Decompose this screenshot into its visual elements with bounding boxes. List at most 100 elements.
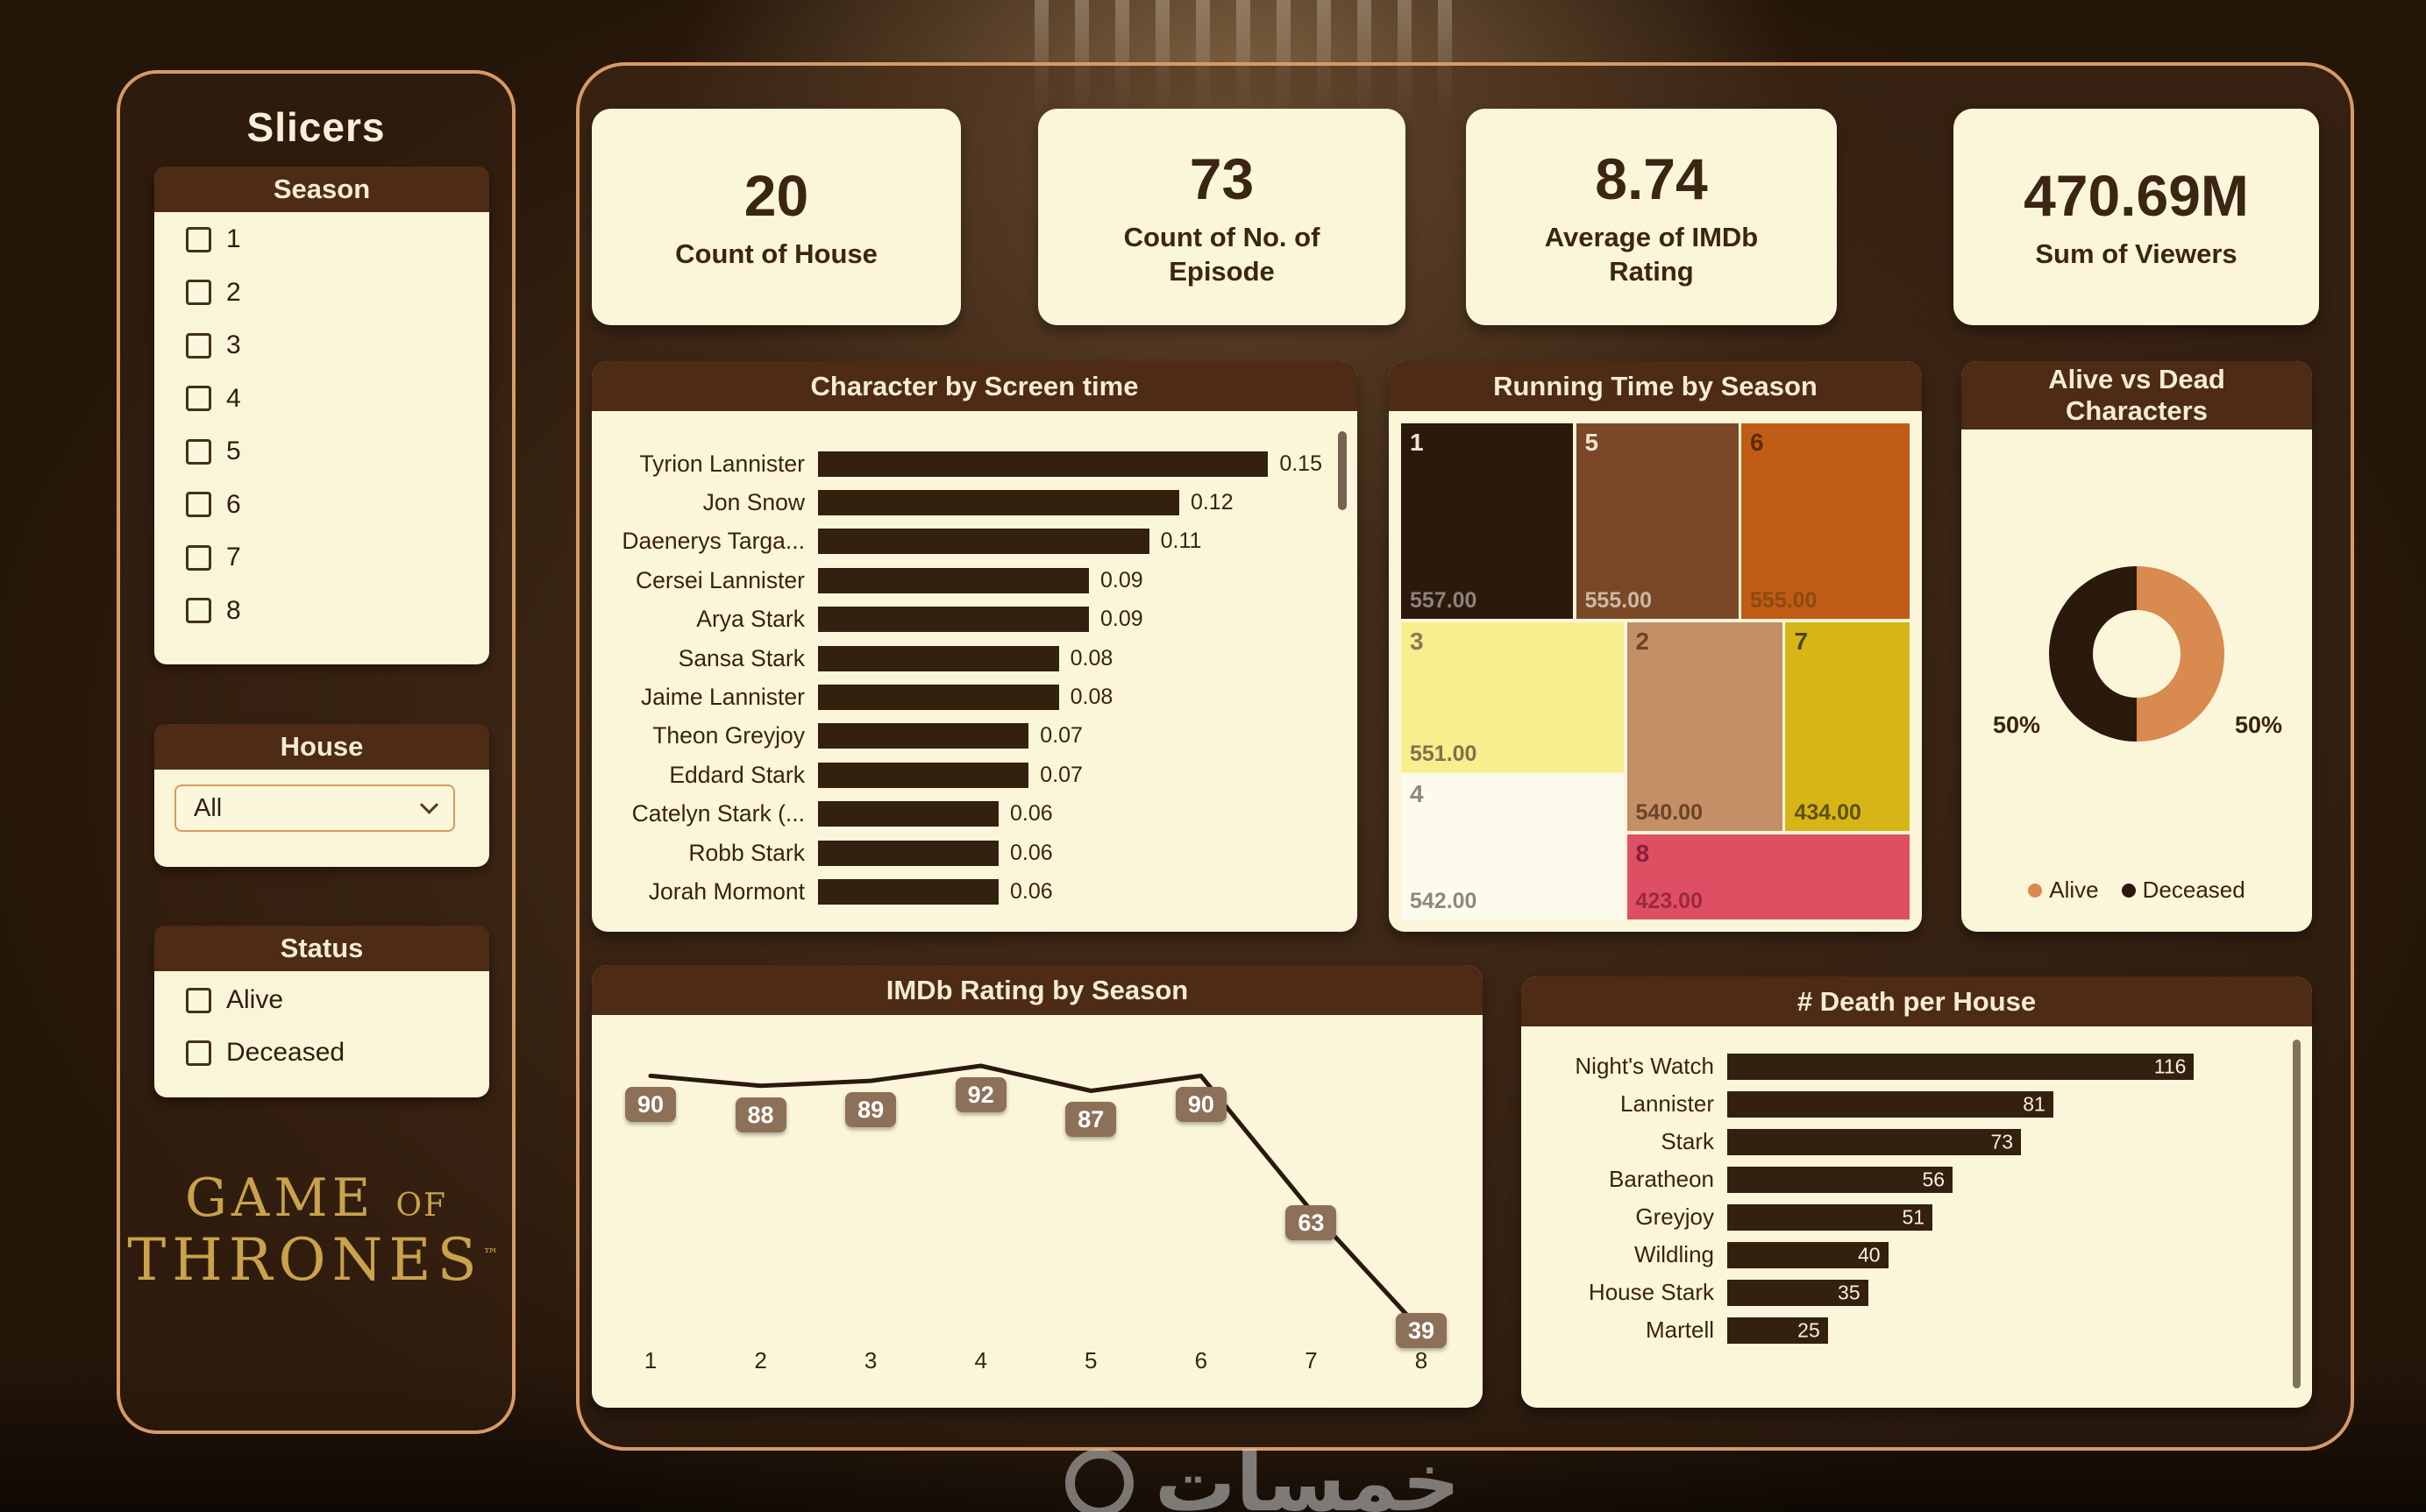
death-bar[interactable]: 51 xyxy=(1727,1203,1933,1231)
checkbox-icon[interactable] xyxy=(186,280,211,305)
treemap-cell-season-4[interactable]: 4 542.00 xyxy=(1398,773,1626,921)
screen-time-bar[interactable] xyxy=(818,762,1029,788)
checkbox-icon[interactable] xyxy=(186,226,211,252)
house-dropdown[interactable]: All xyxy=(174,784,455,832)
value-label: 0.06 xyxy=(1009,878,1053,904)
checkbox-icon[interactable] xyxy=(186,332,211,358)
imdb-rating-chart-panel: IMDb Rating by Season 90 1 88 2 89 3 92 4 87 5 90 6… xyxy=(592,965,1483,1408)
death-row: Martell 25 xyxy=(1539,1311,2277,1349)
treemap-cell-value: 542.00 xyxy=(1410,888,1477,913)
imdb-data-label-season-5: 87 xyxy=(1065,1102,1117,1138)
kpi-value: 8.74 xyxy=(1595,146,1708,211)
death-row: Wildling 40 xyxy=(1539,1236,2277,1274)
season-option-4[interactable]: 4 xyxy=(186,382,489,415)
imdb-x-axis-label-3: 3 xyxy=(864,1347,878,1374)
screen-time-bar[interactable] xyxy=(818,723,1029,749)
screen-time-bar[interactable] xyxy=(818,840,999,866)
treemap-cell-season-3[interactable]: 3 551.00 xyxy=(1398,620,1626,774)
kpi-card-average-imdb-rating: 8.74 Average of IMDb Rating xyxy=(1466,109,1837,325)
season-option-2[interactable]: 2 xyxy=(186,276,489,309)
screen-time-bar[interactable] xyxy=(818,878,999,905)
report-canvas: 20 Count of House 73 Count of No. of Epi… xyxy=(576,62,2354,1451)
house-slicer: House All xyxy=(154,724,489,867)
death-per-house-chart-title: # Death per House xyxy=(1521,976,2312,1026)
death-row: Stark 73 xyxy=(1539,1123,2277,1161)
treemap-cell-season-2[interactable]: 2 540.00 xyxy=(1625,620,1784,834)
alive-dead-legend: Alive Deceased xyxy=(1961,877,2312,904)
treemap-cell-season-8[interactable]: 8 423.00 xyxy=(1625,832,1911,921)
treemap-cell-label: 7 xyxy=(1794,627,1809,655)
screen-time-bar[interactable] xyxy=(818,645,1059,671)
alive-dead-donut[interactable] xyxy=(2049,566,2224,742)
death-bar[interactable]: 56 xyxy=(1727,1166,1953,1193)
death-bar[interactable]: 116 xyxy=(1727,1053,2195,1080)
checkbox-icon[interactable] xyxy=(186,598,211,623)
treemap-cell-season-5[interactable]: 5 555.00 xyxy=(1574,422,1740,621)
death-chart-scrollbar[interactable] xyxy=(2293,1040,2301,1388)
status-slicer-header: Status xyxy=(154,926,489,971)
screen-time-bar[interactable] xyxy=(818,801,999,827)
treemap-cell-label: 8 xyxy=(1635,839,1650,867)
imdb-x-axis-label-6: 6 xyxy=(1194,1347,1208,1374)
checkbox-icon[interactable] xyxy=(186,438,211,465)
season-option-8[interactable]: 8 xyxy=(186,594,489,628)
legend-dot-icon xyxy=(2028,883,2043,898)
death-bar[interactable]: 81 xyxy=(1727,1090,2053,1118)
checkbox-icon[interactable] xyxy=(186,987,211,1013)
screen-time-bar[interactable] xyxy=(818,490,1179,516)
category-label: Daenerys Targa... xyxy=(622,528,805,555)
running-time-treemap: 1 557.00 5 555.00 6 555.00 3 551.00 4 542.00 2 540.… xyxy=(1398,422,1911,921)
screen-time-row: Robb Stark 0.06 xyxy=(608,834,1322,872)
screen-time-bar[interactable] xyxy=(818,529,1149,555)
death-value-label: 40 xyxy=(1858,1243,1881,1266)
treemap-cell-value: 434.00 xyxy=(1794,800,1861,826)
category-label: Catelyn Stark (... xyxy=(631,800,805,827)
season-option-label: 2 xyxy=(226,277,241,307)
season-option-1[interactable]: 1 xyxy=(186,223,489,256)
value-label: 0.08 xyxy=(1070,685,1113,710)
logo-word-game: GAME xyxy=(184,1168,375,1229)
category-label: Jorah Mormont xyxy=(648,877,805,905)
treemap-cell-label: 6 xyxy=(1750,429,1764,456)
checkbox-icon[interactable] xyxy=(186,386,211,411)
screen-time-bar[interactable] xyxy=(818,607,1089,633)
season-option-label: 1 xyxy=(226,224,241,253)
checkbox-icon[interactable] xyxy=(186,1040,211,1066)
death-bar[interactable]: 73 xyxy=(1727,1128,2022,1155)
legend-label: Deceased xyxy=(2142,877,2245,903)
donut-hole xyxy=(2093,610,2181,698)
checkbox-icon[interactable] xyxy=(186,492,211,517)
season-option-label: 5 xyxy=(226,437,241,465)
screen-time-bar[interactable] xyxy=(818,685,1059,711)
death-value-label: 116 xyxy=(2153,1054,2187,1077)
logo-word-thrones: THRONES xyxy=(127,1226,483,1294)
treemap-cell-season-6[interactable]: 6 555.00 xyxy=(1739,422,1911,621)
death-bar[interactable]: 40 xyxy=(1727,1241,1889,1268)
screen-time-bar[interactable] xyxy=(818,567,1089,593)
screen-time-scrollbar[interactable] xyxy=(1338,431,1347,510)
season-option-label: 3 xyxy=(226,330,241,359)
season-slicer: Season 1 2 3 4 5 6 7 8 xyxy=(154,167,489,664)
death-row: Night's Watch 116 xyxy=(1539,1047,2277,1085)
treemap-cell-season-7[interactable]: 7 434.00 xyxy=(1783,620,1911,834)
season-option-5[interactable]: 5 xyxy=(186,435,489,468)
site-watermark: خمسات xyxy=(1065,1436,1461,1512)
season-option-7[interactable]: 7 xyxy=(186,541,489,574)
screen-time-bar[interactable] xyxy=(818,451,1269,477)
legend-item-deceased: Deceased xyxy=(2121,877,2245,904)
screen-time-row: Tyrion Lannister 0.15 xyxy=(608,444,1322,483)
death-bar[interactable]: 25 xyxy=(1727,1317,1828,1344)
season-option-3[interactable]: 3 xyxy=(186,329,489,362)
imdb-data-label-season-8: 39 xyxy=(1395,1313,1447,1348)
status-option-alive[interactable]: Alive xyxy=(186,983,489,1017)
season-option-6[interactable]: 6 xyxy=(186,488,489,522)
imdb-x-axis-label-8: 8 xyxy=(1414,1347,1428,1374)
status-option-deceased[interactable]: Deceased xyxy=(186,1036,489,1069)
treemap-cell-season-1[interactable]: 1 557.00 xyxy=(1398,422,1576,621)
checkbox-icon[interactable] xyxy=(186,544,211,571)
season-slicer-header: Season xyxy=(154,167,489,212)
death-bar[interactable]: 35 xyxy=(1727,1279,1868,1306)
alive-pct-label: 50% xyxy=(2234,712,2282,738)
kpi-label: Count of House xyxy=(675,238,878,270)
